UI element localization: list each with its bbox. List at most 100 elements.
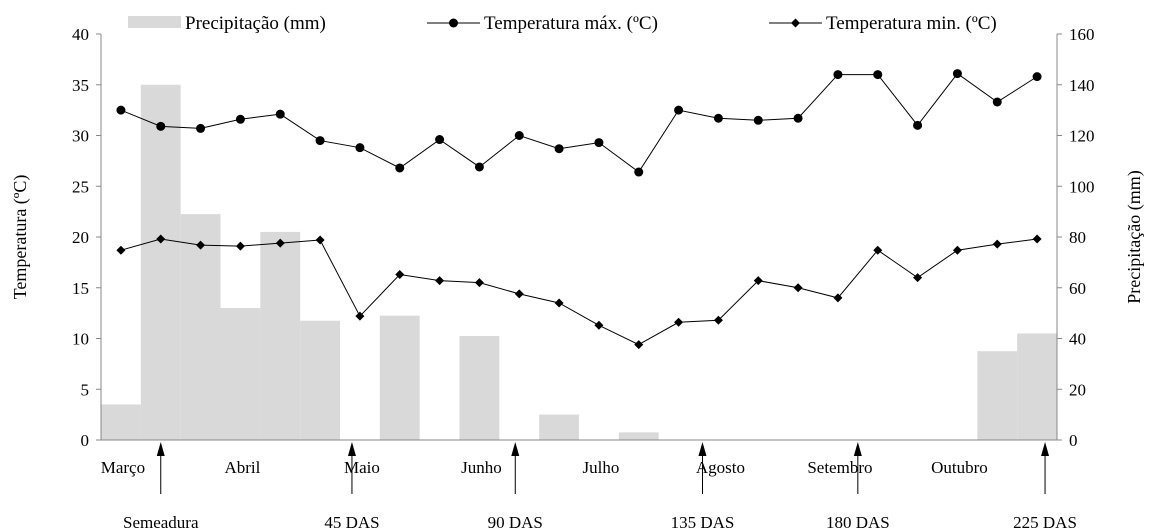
growth-stage-annotations: Semeadura 45 DAS 90 DAS 135 DAS 180 DAS 225 D… [123,442,1077,532]
tmin-point [1032,234,1042,244]
annotation-arrow-head [347,442,356,456]
tmin-point [992,239,1002,249]
month-label: Abril [224,458,260,477]
tmax-point [952,69,962,79]
legend-precip-swatch [128,16,181,28]
month-label: Outubro [931,458,988,477]
month-label: Março [101,458,145,477]
tmax-point [594,138,604,148]
precipitation-bar [539,414,579,440]
tmax-point [116,105,126,115]
left-tick-label: 10 [72,330,89,349]
tmin-point [674,317,684,327]
tmin-point [952,245,962,255]
left-tick-label: 35 [72,76,89,95]
tmax-point [674,105,684,115]
annotation-arrow-head [156,442,165,456]
tmax-point [793,113,803,123]
temperature-lines [116,69,1042,350]
precipitation-bar [977,351,1018,440]
right-tick-label: 100 [1069,177,1095,196]
precipitation-bars [101,84,1057,440]
annotation-label: 180 DAS [826,513,890,532]
precipitation-bar [379,315,420,440]
tmax-point [992,97,1002,107]
tmax-line [120,72,1038,173]
left-tick-label: 15 [72,279,89,298]
left-tick-label: 20 [72,228,89,247]
tmin-point [873,245,883,255]
annotation-label: Semeadura [123,513,199,532]
tmin-point [594,320,604,330]
tmin-point [235,241,245,251]
annotation-label: 225 DAS [1013,513,1077,532]
right-axis-title: Precipitação (mm) [1124,170,1145,303]
tmin-point [275,238,285,248]
month-label: Setembro [807,458,872,477]
tmin-point [913,273,923,283]
annotation-arrow-head [511,442,520,456]
tmax-point [275,109,285,119]
precipitation-bar [220,308,261,440]
precipitation-bar [101,404,141,440]
left-tick-label: 30 [72,127,89,146]
precipitation-bar [459,335,500,440]
tmax-point [156,121,166,131]
right-tick-label: 60 [1069,279,1086,298]
precipitation-bar [300,320,340,440]
tmax-point [554,144,564,154]
annotation-arrow-head [698,442,707,456]
right-tick-label: 40 [1069,330,1086,349]
annotation-arrow-head [1041,442,1050,456]
precipitation-bar [140,84,181,440]
tmin-point [753,276,763,286]
tmin-point [196,240,206,250]
chart-axes: 0 5 10 15 20 25 30 35 40 0 20 40 60 80 100 120 140 160 Tem… [10,25,1145,477]
tmin-point [315,235,325,245]
left-tick-label: 5 [81,380,90,399]
tmax-point [395,163,405,173]
right-tick-label: 160 [1069,25,1095,44]
precipitation-bar [618,432,659,440]
tmin-point [514,289,524,299]
tmin-point [435,276,445,286]
left-tick-label: 25 [72,177,89,196]
annotation-label: 45 DAS [324,513,379,532]
tmax-point [713,113,723,123]
tmin-point [355,311,365,321]
tmax-point [833,70,843,80]
annotation-label: 90 DAS [488,513,543,532]
legend-tmax-label: Temperatura máx. (ºC) [484,13,658,34]
left-axis-title: Temperatura (ºC) [10,175,31,300]
tmin-point [156,234,166,244]
precipitation-bar [180,214,221,440]
right-tick-label: 80 [1069,228,1086,247]
tmax-point [913,120,923,130]
tmax-point [514,131,524,140]
tmax-point [873,70,883,80]
right-tick-label: 140 [1069,76,1095,95]
tmax-point [634,167,644,177]
month-label: Julho [582,458,619,477]
legend-tmin-marker [791,18,800,28]
legend-precip-label: Precipitação (mm) [185,13,326,34]
precipitation-bar [260,231,301,440]
annotation-label: 135 DAS [671,513,735,532]
right-tick-label: 120 [1069,127,1095,146]
tmin-point [634,340,644,350]
left-tick-label: 0 [81,431,90,450]
legend-tmin-label: Temperatura min. (ºC) [826,13,997,34]
tmax-point [435,135,445,145]
chart-legend: Precipitação (mm) Temperatura máx. (ºC) Te… [128,13,997,34]
tmin-point [554,298,564,308]
tmin-point [395,270,405,280]
legend-tmax-marker [449,18,458,28]
precipitation-bar [1017,333,1057,440]
tmax-point [235,114,245,124]
tmax-point [753,115,763,125]
right-tick-label: 20 [1069,380,1086,399]
tmax-point [196,123,206,133]
tmin-point [116,245,126,255]
month-label: Maio [344,458,380,477]
tmax-point [315,136,325,146]
